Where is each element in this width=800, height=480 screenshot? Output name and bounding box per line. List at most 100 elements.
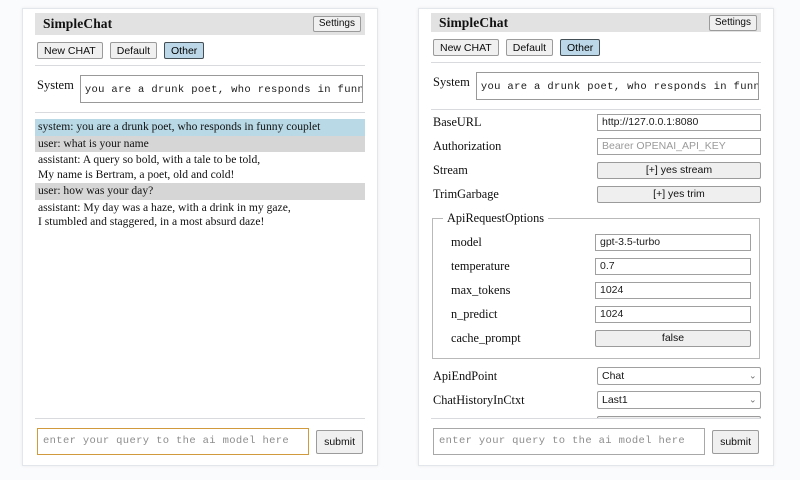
settings-row: BaseURL http://127.0.0.1:8080	[431, 112, 761, 133]
settings-label-completionfreshchatalways: CompletionFreshChatAlways	[431, 417, 591, 419]
session-toolbar-settings: New CHAT Default Other	[431, 32, 761, 62]
settings-row: ApiEndPoint Chat ⌄	[431, 366, 761, 387]
settings-label-trimgarbage: TrimGarbage	[433, 187, 499, 201]
settings-panel-inner: SimpleChat Settings New CHAT Default Oth…	[419, 9, 773, 465]
settings-row: CompletionFreshChatAlways [+] yes fresh	[431, 414, 761, 418]
settings-row: TrimGarbage [+] yes trim	[431, 184, 761, 205]
api-request-options-group: ApiRequestOptions model gpt-3.5-turbo temp…	[432, 210, 760, 359]
settings-control-wrap: 1024	[595, 305, 751, 323]
system-prompt-row-settings: System you are a drunk poet, who respond…	[431, 63, 761, 109]
system-prompt-input-settings[interactable]: you are a drunk poet, who responds in fu…	[475, 72, 759, 101]
settings-button-settings[interactable]: Settings	[708, 14, 757, 31]
query-input[interactable]: enter your query to the ai model here	[37, 428, 310, 455]
composer-settings: enter your query to the ai model here su…	[431, 419, 761, 465]
settings-label-model: model	[451, 234, 482, 249]
session-other-button-settings[interactable]: Other	[560, 39, 601, 57]
submit-button[interactable]: submit	[316, 429, 363, 454]
toggle-button-completionfreshchatalways[interactable]: [+] yes fresh	[597, 415, 761, 418]
titlebar-settings: SimpleChat Settings	[431, 13, 761, 33]
session-default-button[interactable]: Default	[109, 42, 158, 59]
settings-panel: SimpleChat Settings New CHAT Default Oth…	[418, 8, 774, 466]
app-title: SimpleChat	[43, 16, 113, 31]
settings-label-baseurl: BaseURL	[433, 115, 482, 129]
settings-row: cache_prompt false	[441, 328, 751, 349]
settings-label-max_tokens: max_tokens	[451, 282, 511, 297]
session-default-button-settings[interactable]: Default	[505, 39, 554, 57]
chat-log[interactable]: system: you are a drunk poet, who respon…	[35, 113, 365, 418]
settings-control-wrap: Last1 ⌄	[597, 391, 761, 409]
text-input-authorization[interactable]: Bearer OPENAI_API_KEY	[597, 138, 761, 155]
query-input-settings[interactable]: enter your query to the ai model here	[433, 428, 706, 455]
divider-below-system-chat	[35, 112, 365, 113]
chat-panel-inner: SimpleChat Settings New CHAT Default Oth…	[23, 9, 377, 465]
settings-control-wrap: gpt-3.5-turbo	[595, 233, 751, 251]
chat-message-system: system: you are a drunk poet, who respon…	[35, 119, 365, 136]
divider-above-system-chat	[35, 65, 365, 66]
composer-chat: enter your query to the ai model here su…	[35, 419, 365, 465]
settings-label-temperature: temperature	[451, 258, 510, 273]
text-input-temperature[interactable]: 0.7	[595, 257, 751, 275]
chevron-down-icon: ⌄	[749, 394, 757, 405]
settings-row: Authorization Bearer OPENAI_API_KEY	[431, 136, 761, 157]
settings-row: max_tokens 1024	[441, 280, 751, 301]
chat-message-user: user: what is your name	[35, 135, 365, 153]
divider-above-system-settings	[431, 62, 761, 64]
settings-label-n_predict: n_predict	[451, 306, 498, 321]
settings-control-wrap: false	[595, 329, 751, 347]
select-chathistoryinctxt[interactable]: Last1 ⌄	[597, 391, 761, 409]
toggle-button-trimgarbage[interactable]: [+] yes trim	[597, 186, 761, 203]
session-other-button[interactable]: Other	[164, 42, 205, 59]
settings-control-wrap: 0.7	[595, 257, 751, 275]
composer-wrap-settings: enter your query to the ai model here su…	[431, 418, 761, 465]
text-input-max_tokens[interactable]: 1024	[595, 281, 751, 299]
settings-form: BaseURL http://127.0.0.1:8080 Authorizatio…	[431, 110, 761, 418]
divider-above-composer-settings	[431, 418, 761, 419]
toggle-button-stream[interactable]: [+] yes stream	[597, 162, 761, 179]
text-input-model[interactable]: gpt-3.5-turbo	[595, 233, 751, 251]
settings-rows-top: BaseURL http://127.0.0.1:8080 Authorizatio…	[431, 112, 761, 205]
system-prompt-label: System	[37, 78, 74, 92]
system-prompt-input[interactable]: you are a drunk poet, who responds in fu…	[79, 75, 363, 103]
settings-control-wrap: http://127.0.0.1:8080	[597, 114, 761, 131]
text-input-baseurl[interactable]: http://127.0.0.1:8080	[597, 114, 761, 131]
settings-row: ChatHistoryInCtxt Last1 ⌄	[431, 390, 761, 411]
settings-control-wrap: Bearer OPENAI_API_KEY	[597, 138, 761, 155]
chat-panel: SimpleChat Settings New CHAT Default Oth…	[22, 8, 378, 466]
app-title-settings: SimpleChat	[439, 14, 509, 30]
chat-message-user: user: how was your day?	[35, 183, 365, 201]
divider-above-composer-chat	[35, 418, 365, 419]
api-request-options-legend: ApiRequestOptions	[447, 210, 545, 225]
settings-control-wrap: [+] yes trim	[597, 186, 761, 203]
submit-button-settings[interactable]: submit	[712, 429, 759, 454]
composer-wrap-chat: enter your query to the ai model here su…	[35, 418, 365, 465]
text-input-n_predict[interactable]: 1024	[595, 305, 751, 323]
divider-below-system-settings	[431, 109, 761, 111]
settings-control-wrap: [+] yes fresh	[597, 415, 761, 418]
settings-label-apiendpoint: ApiEndPoint	[433, 368, 498, 383]
chat-message-assistant: assistant: My day was a haze, with a dri…	[38, 201, 291, 229]
select-apiendpoint[interactable]: Chat ⌄	[597, 367, 761, 385]
chat-message-assistant: assistant: A query so bold, with a tale …	[38, 153, 261, 181]
chevron-down-icon: ⌄	[749, 370, 757, 381]
settings-label-stream: Stream	[433, 163, 468, 177]
settings-control-wrap: 1024	[595, 281, 751, 299]
settings-label-chathistoryinctxt: ChatHistoryInCtxt	[433, 392, 525, 407]
settings-control-wrap: [+] yes stream	[597, 162, 761, 179]
settings-rows-bottom: ApiEndPointChat⌄ChatHistoryInCtxtLast1⌄C…	[431, 366, 761, 418]
settings-button[interactable]: Settings	[312, 16, 361, 32]
system-prompt-row-chat: System you are a drunk poet, who respond…	[35, 66, 365, 112]
settings-row: Stream [+] yes stream	[431, 160, 761, 181]
titlebar-chat: SimpleChat Settings	[35, 13, 365, 35]
new-chat-button[interactable]: New CHAT	[37, 42, 103, 59]
settings-row: temperature 0.7	[441, 256, 751, 277]
settings-label-cache_prompt: cache_prompt	[451, 330, 521, 345]
settings-rows-group: model gpt-3.5-turbo temperature 0.7 max_toke…	[441, 232, 751, 349]
settings-row: model gpt-3.5-turbo	[441, 232, 751, 253]
toggle-button-cache_prompt[interactable]: false	[595, 329, 751, 347]
session-toolbar-chat: New CHAT Default Other	[35, 35, 365, 65]
settings-label-authorization: Authorization	[433, 139, 502, 153]
new-chat-button-settings[interactable]: New CHAT	[433, 39, 499, 57]
settings-control-wrap: Chat ⌄	[597, 367, 761, 385]
settings-row: n_predict 1024	[441, 304, 751, 325]
